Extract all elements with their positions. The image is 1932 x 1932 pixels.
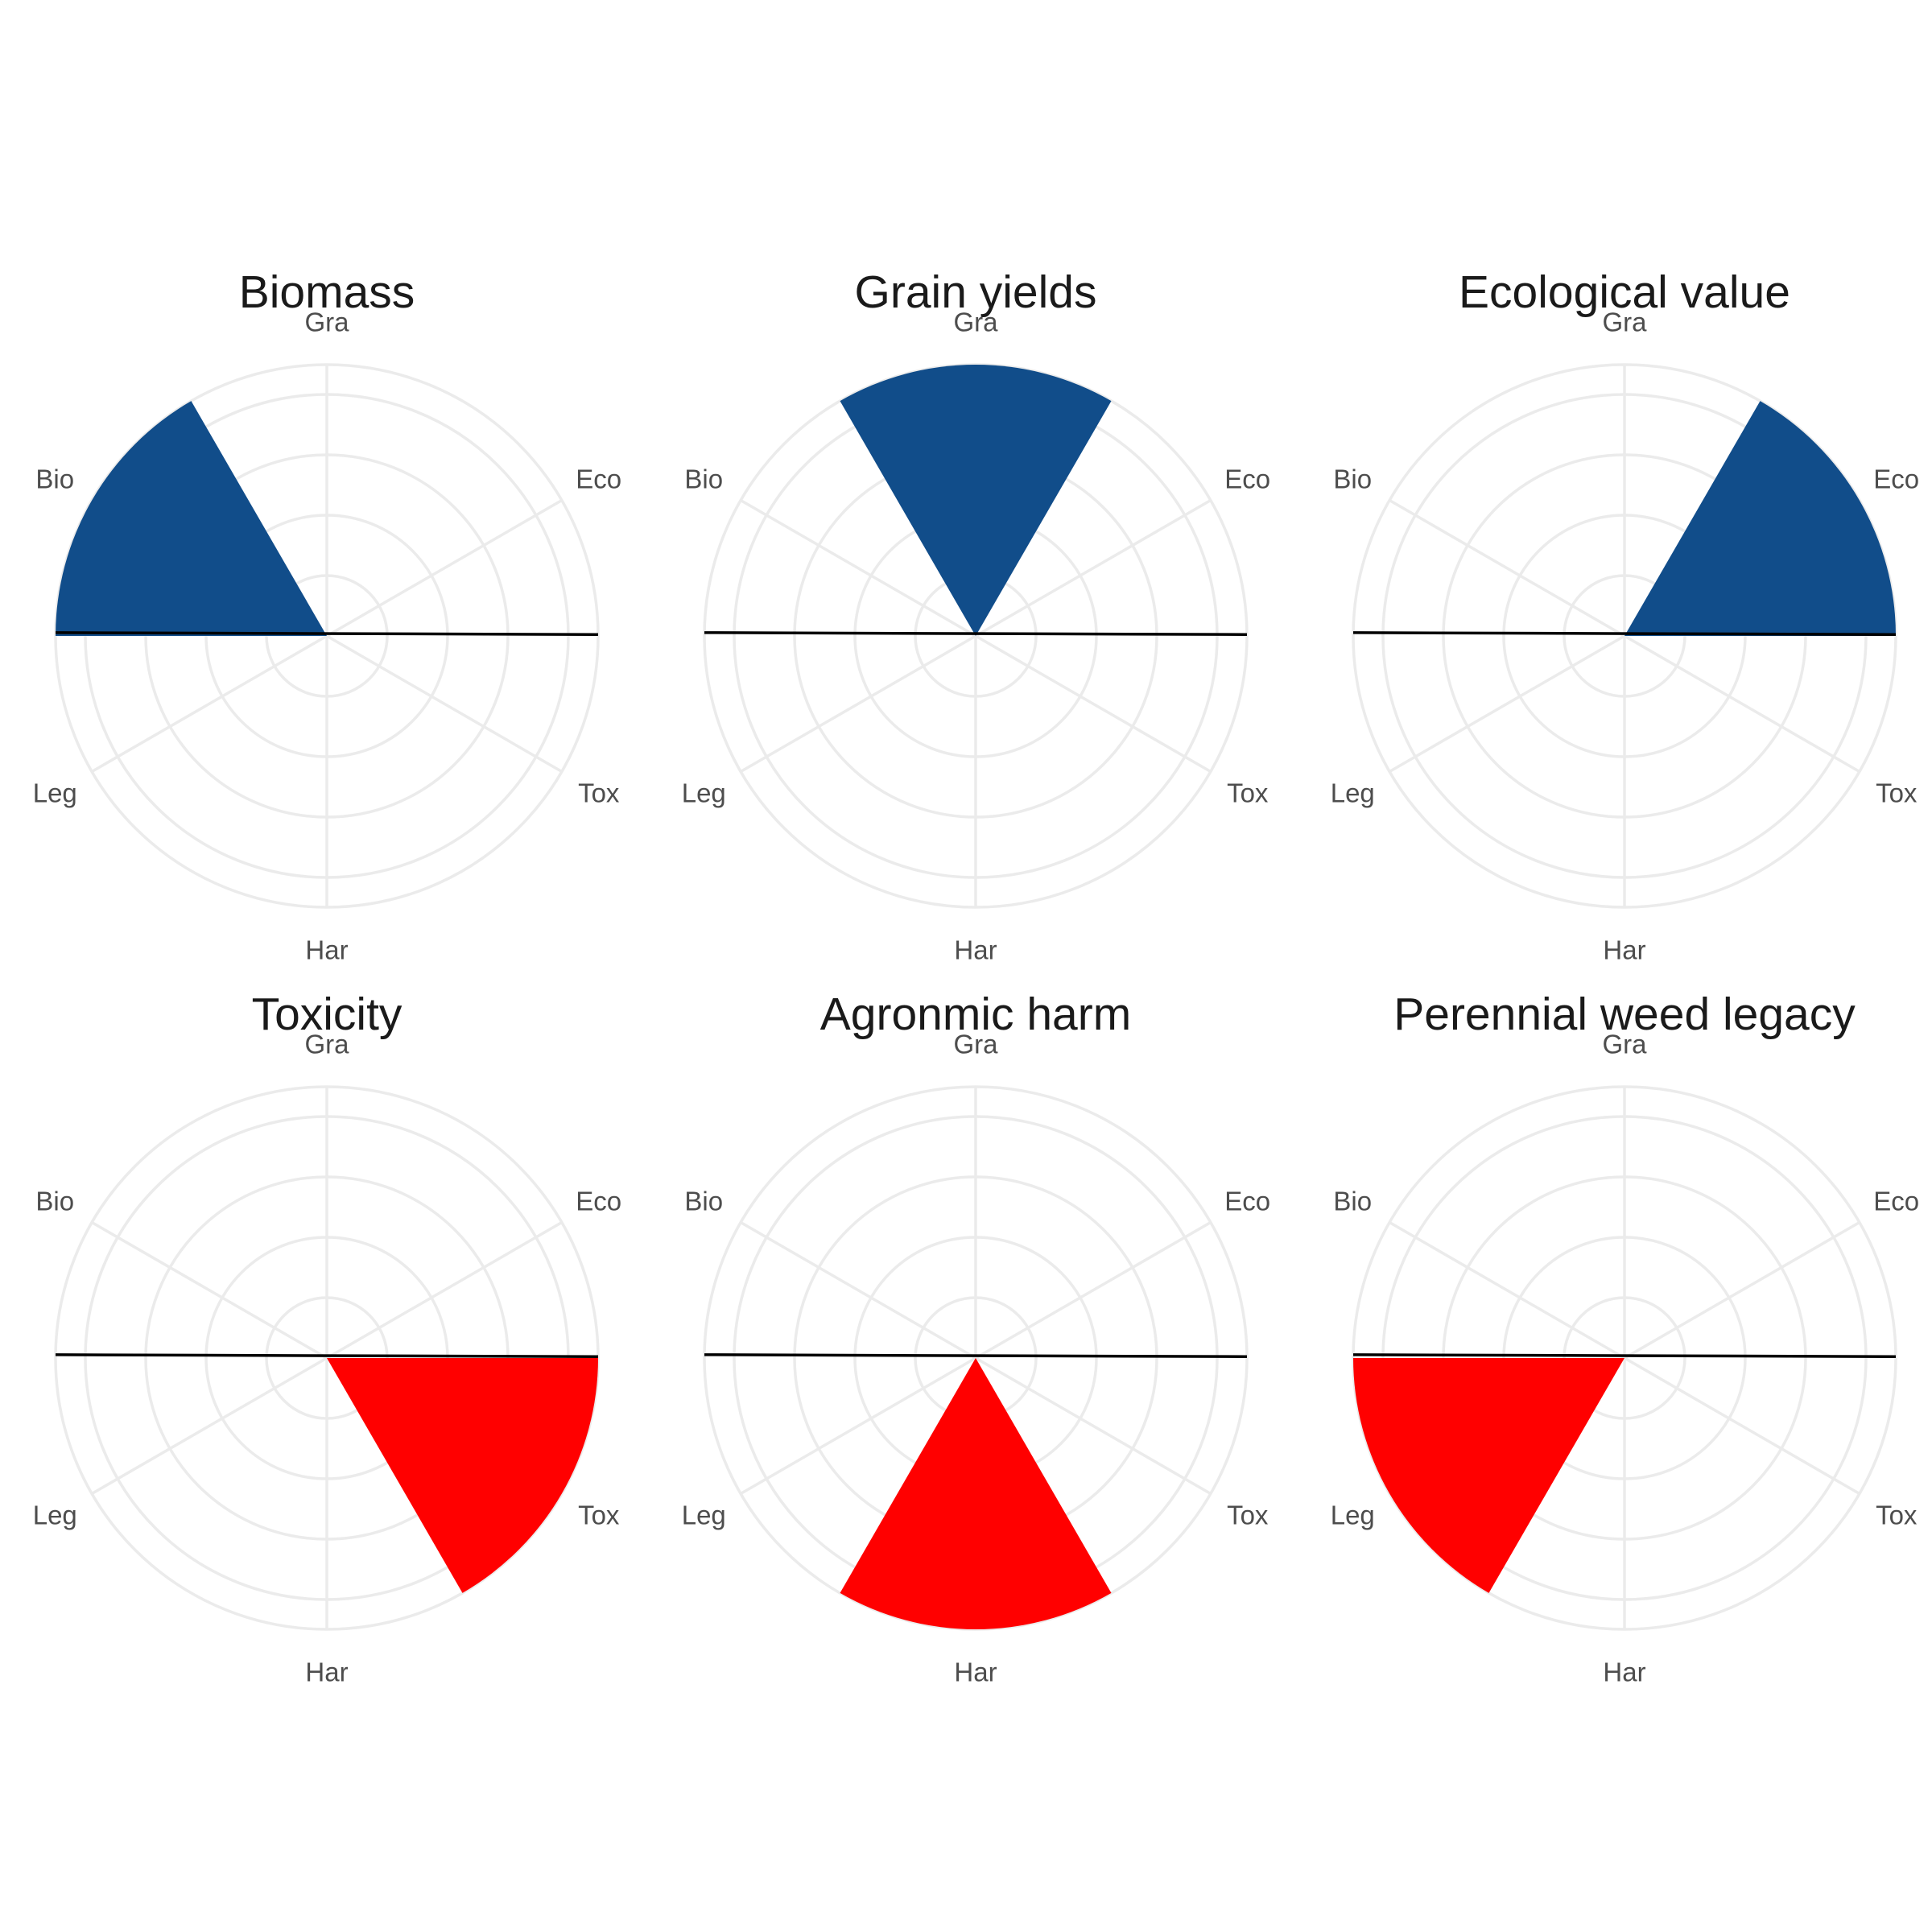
grid-spoke [91,1220,328,1360]
zero-line [1353,631,1897,636]
category-label-tox: Tox [1876,1501,1918,1530]
grid-spoke [1389,634,1625,774]
category-label-gra: Gra [953,308,998,337]
grid-spoke [326,634,563,774]
category-label-gra: Gra [1602,1030,1647,1059]
grid-spoke [91,1356,328,1496]
grid-spoke [975,634,1212,774]
category-label-tox: Tox [1227,778,1269,808]
zero-line [1353,1353,1897,1358]
category-label-bio: Bio [1333,1187,1372,1216]
wedge-gra [840,365,1112,636]
category-label-leg: Leg [682,778,726,808]
category-label-gra: Gra [953,1030,998,1059]
category-label-tox: Tox [578,1501,620,1530]
category-label-eco: Eco [1224,1187,1270,1216]
wedge-har [840,1358,1112,1629]
polar-chart: Gra Eco Tox Har Leg Bio [1327,308,1922,965]
category-label-gra: Gra [304,308,349,337]
grid-spoke [326,498,563,638]
category-label-har: Har [305,1657,348,1687]
category-label-tox: Tox [1876,778,1918,808]
grid-spoke [740,498,976,638]
polar-chart: Gra Eco Tox Har Leg Bio [678,308,1274,965]
grid-spoke [975,1356,1212,1496]
wedge-leg [1353,1358,1624,1593]
wedge-bio [56,401,327,636]
panel-agronomic-harm: Agronmic harm Gra Eco Tox Har Leg Bio [654,722,1298,1687]
category-label-eco: Eco [576,464,621,494]
category-label-bio: Bio [684,1187,723,1216]
polar-chart: Gra Eco Tox Har Leg Bio [1327,1030,1922,1687]
category-label-har: Har [1603,1657,1645,1687]
polar-chart: Gra Eco Tox Har Leg Bio [678,1030,1274,1687]
panel-grain-yields: Grain yields Gra Eco Tox Har Leg Bio [654,0,1298,965]
polar-chart: Gra Eco Tox Har Leg Bio [29,308,625,965]
panel-title: Grain yields [854,266,1097,318]
category-label-har: Har [305,935,348,965]
grid-spoke [1389,1220,1625,1360]
category-label-leg: Leg [33,778,77,808]
category-label-tox: Tox [1227,1501,1269,1530]
panel-toxicity: Toxicity Gra Eco Tox Har Leg Bio [5,722,649,1687]
panel-title: Perennial weed legacy [1393,989,1856,1040]
grid-spoke [740,1220,976,1360]
zero-line [56,631,599,636]
grid-spoke [975,498,1212,638]
category-label-eco: Eco [576,1187,621,1216]
grid-spoke [740,1356,976,1496]
category-label-eco: Eco [1873,1187,1919,1216]
category-label-gra: Gra [1602,308,1647,337]
category-label-eco: Eco [1224,464,1270,494]
grid-spoke [326,1220,563,1360]
category-label-tox: Tox [578,778,620,808]
polar-chart: Gra Eco Tox Har Leg Bio [29,1030,625,1687]
grid-spoke [1624,1220,1860,1360]
category-label-bio: Bio [1333,464,1372,494]
panel-title: Ecological value [1459,266,1790,318]
grid-spoke [1624,1356,1860,1496]
zero-line [56,1353,599,1358]
grid-spoke [1389,498,1625,638]
grid-spoke [91,634,328,774]
panel-title: Agronmic harm [819,989,1132,1040]
category-label-leg: Leg [33,1501,77,1530]
panel-biomass: Biomass Gra Eco Tox Har Leg Bio [5,0,649,965]
grid-spoke [1624,634,1860,774]
category-label-leg: Leg [682,1501,726,1530]
panel-title: Toxicity [251,989,402,1040]
category-label-har: Har [954,1657,997,1687]
panel-ecological-value: Ecological value Gra Eco Tox Har Leg Bio [1302,0,1932,965]
category-label-eco: Eco [1873,464,1919,494]
category-label-har: Har [1603,935,1645,965]
category-label-leg: Leg [1331,778,1375,808]
panel-perennial-weed-legacy: Perennial weed legacy Gra Eco Tox Har Leg Bio [1302,722,1932,1687]
wedge-eco [1624,401,1896,636]
category-label-bio: Bio [35,1187,74,1216]
category-label-bio: Bio [35,464,74,494]
panel-title: Biomass [238,266,415,318]
wedge-tox [327,1358,598,1593]
zero-line [704,631,1248,636]
grid-spoke [740,634,976,774]
category-label-leg: Leg [1331,1501,1375,1530]
zero-line [704,1353,1248,1358]
category-label-bio: Bio [684,464,723,494]
category-label-gra: Gra [304,1030,349,1059]
category-label-har: Har [954,935,997,965]
grid-spoke [975,1220,1212,1360]
